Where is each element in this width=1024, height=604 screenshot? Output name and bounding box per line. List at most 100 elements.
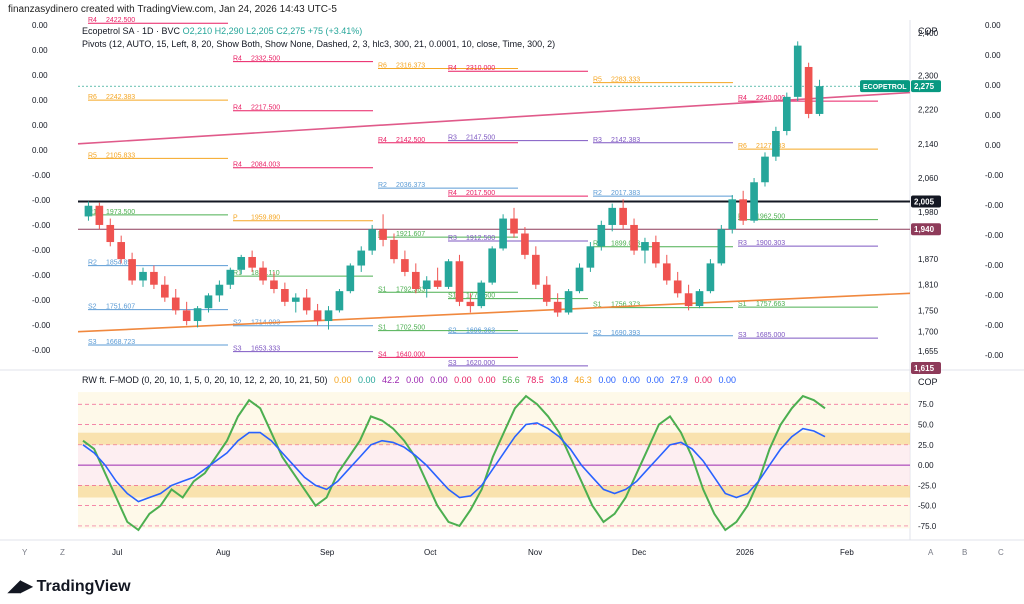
tradingview-logo: ◢▶ TradingView [8, 578, 131, 595]
pivots-legend[interactable]: Pivots (12, AUTO, 15, Left, 8, 20, Show … [82, 39, 556, 49]
credit-header: finanzasydinero created with TradingView… [8, 4, 337, 15]
oscillator-value-7: 56.6 [502, 375, 523, 385]
pivot-tag: R4 [448, 65, 457, 72]
pivot-tag: S1 [378, 286, 387, 293]
candle-body [575, 267, 584, 292]
candle-body [673, 280, 682, 294]
pivot-tag: R4 [378, 137, 387, 144]
candle-body [684, 293, 693, 307]
candle-body [248, 256, 256, 268]
candle-body [728, 199, 737, 230]
right-axis2-tick: -0.00 [985, 261, 1004, 270]
close-value: C2,275 [276, 26, 306, 36]
right-axis2-tick: -0.00 [985, 231, 1004, 240]
candle-body [444, 261, 453, 287]
price-tag-bg [911, 223, 941, 236]
candle-body [270, 280, 278, 290]
pivot-tag: S1 [738, 301, 747, 308]
oscillator-value-11: 0.00 [598, 375, 619, 385]
candle-body [532, 254, 540, 285]
pivot-tag: R6 [378, 63, 387, 70]
pivot-tag: R4 [448, 190, 457, 197]
pivot-tag: R4 [88, 17, 97, 24]
price-axis-tick: 1,700 [918, 328, 939, 337]
right-axis2-tick: 0.00 [985, 81, 1001, 90]
osc-axis-tick: -50.0 [918, 502, 937, 511]
oscillator-value-0: 0.00 [333, 375, 355, 385]
price-tag-label-bg [860, 80, 910, 93]
pivot-tag: S4 [378, 351, 387, 358]
candle-body [772, 131, 780, 157]
right-axis2-tick: 0.00 [985, 51, 1001, 60]
oscillator-value-4: 0.00 [430, 375, 451, 385]
pivot-value: 2242.383 [106, 94, 135, 101]
candle-body [510, 218, 518, 234]
oscillator-value-2: 42.2 [382, 375, 403, 385]
time-axis-tick: 2026 [736, 548, 754, 557]
right-axis2-tick: 0.00 [985, 141, 1001, 150]
candle-body [695, 291, 704, 307]
pivot-value: 2217.500 [251, 105, 280, 112]
symbol-legend: Ecopetrol SA · 1D · BVC O2,210 H2,290 L2… [82, 26, 362, 36]
candle-body [117, 242, 126, 260]
pivot-tag: R3 [448, 235, 457, 242]
pivot-value: 1702.500 [396, 325, 425, 332]
pivot-value: 1854.890 [106, 260, 135, 267]
candle-body [488, 248, 497, 283]
candle-body [564, 291, 573, 313]
candle-body [662, 263, 671, 281]
pivot-value: 1899.003 [611, 241, 640, 248]
pivot-tag: R2 [593, 190, 602, 197]
pivot-value: 1912.500 [466, 235, 495, 242]
right-axis2-tick: -0.00 [985, 201, 1004, 210]
left-axis-tick: 0.00 [32, 96, 48, 105]
candle-body [630, 224, 638, 251]
pivot-tag: S2 [88, 304, 97, 311]
candle-body [182, 310, 191, 322]
candle-body [313, 310, 322, 322]
left-axis-tick: -0.00 [32, 246, 51, 255]
price-tag-value: 2,275 [914, 82, 935, 91]
pivot-tag: S3 [233, 346, 242, 353]
candle-body [553, 301, 562, 313]
pivot-tag: S2 [593, 330, 602, 337]
candle-body [641, 242, 649, 251]
oscillator-value-9: 30.8 [550, 375, 571, 385]
candle-body [215, 284, 224, 296]
candle-body [204, 295, 213, 309]
pivot-value: 2332.500 [251, 56, 280, 63]
pivot-value: 2105.833 [106, 152, 135, 159]
pivot-value: 2142.500 [396, 137, 425, 144]
tv-logo-icon: ◢▶ [8, 578, 33, 595]
left-axis-tick: 0.00 [32, 146, 48, 155]
price-axis-tick: 2,400 [918, 29, 939, 38]
pivot-tag: R1 [233, 270, 242, 277]
candle-body [161, 284, 169, 298]
oscillator-value-12: 0.00 [622, 375, 643, 385]
candle-body [368, 229, 376, 251]
pivot-value: 2316.373 [396, 63, 425, 70]
candle-body [793, 45, 802, 97]
pivot-value: 1620.000 [466, 360, 495, 367]
oscillator-legend[interactable]: RW ft. F-MOD (0, 20, 10, 1, 5, 0, 20, 10… [82, 375, 744, 385]
time-axis-tick: Dec [632, 548, 646, 557]
candle-body [542, 284, 551, 302]
candle-body [652, 242, 660, 264]
candle-body [608, 207, 617, 225]
left-axis-tick: -0.00 [32, 196, 51, 205]
osc-axis-tick: 25.0 [918, 441, 934, 450]
osc-axis-tick: -25.0 [918, 481, 937, 490]
symbol-name[interactable]: Ecopetrol SA · 1D · BVC [82, 26, 181, 36]
oscillator-value-13: 0.00 [646, 375, 667, 385]
osc-axis-tick: 75.0 [918, 400, 934, 409]
pivot-value: 1640.000 [396, 351, 425, 358]
osc-band-bottom [78, 497, 910, 529]
pivot-value: 2283.333 [611, 77, 640, 84]
oscillator-value-16: 0.00 [718, 375, 737, 385]
pivot-value: 1757.663 [756, 301, 785, 308]
pivot-tag: R6 [738, 143, 747, 150]
price-axis-tick: 1,870 [918, 255, 939, 264]
candle-body [84, 205, 93, 217]
pivot-value: 1792.383 [396, 286, 425, 293]
